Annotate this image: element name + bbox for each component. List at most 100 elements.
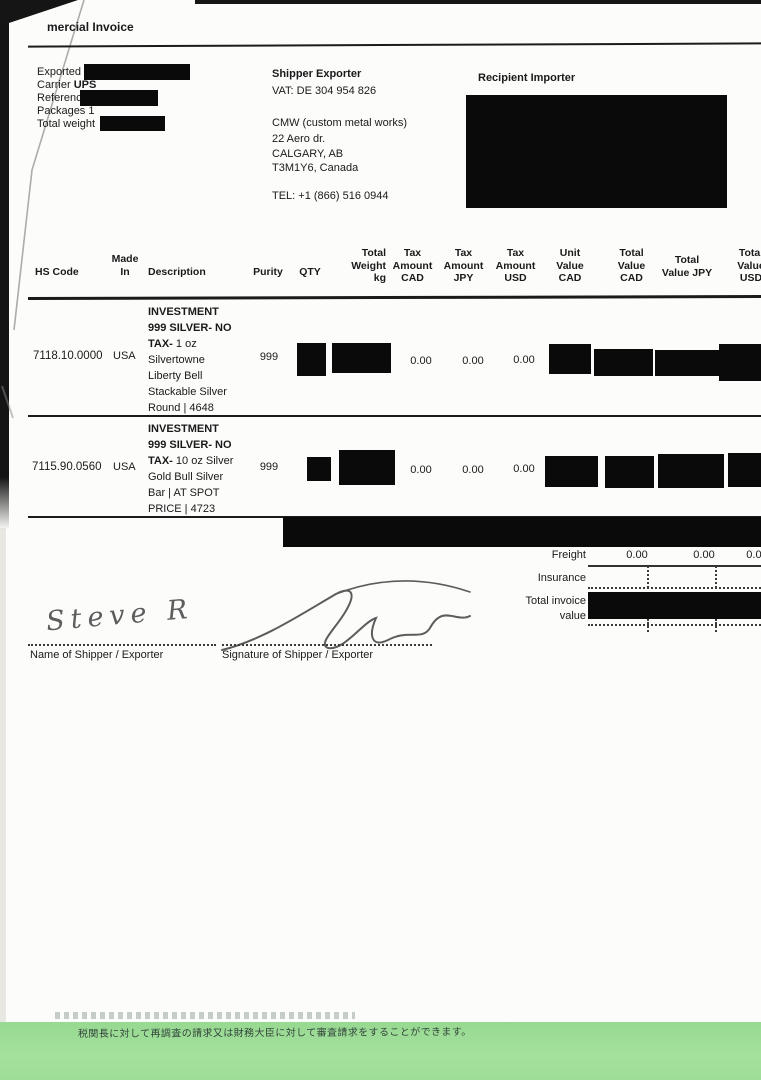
- row2-desc-line4: Gold Bull Silver: [148, 471, 224, 483]
- row2-desc-line3-rest: 10 oz Silver: [172, 455, 234, 467]
- row2-total-usd-redaction: [728, 453, 761, 487]
- row2-total-cad-redaction: [605, 456, 654, 488]
- row2-tax-cad: 0.00: [410, 464, 432, 476]
- row1-weight-redaction: [332, 343, 391, 373]
- row-divider: [28, 415, 761, 417]
- row2-desc-line1: INVESTMENT: [148, 423, 219, 435]
- freight-cad-value: 0.00: [626, 549, 648, 561]
- row1-total-jpy-redaction: [655, 350, 720, 376]
- col-header-tax-jpy: Tax Amount JPY: [443, 247, 484, 284]
- document-title: mercial Invoice: [47, 20, 134, 34]
- field-packages-value: 1: [88, 105, 95, 117]
- subtotal-redaction-bar: [283, 517, 761, 547]
- jp-customs-notice: 税関長に対して再調査の請求又は財務大臣に対して審査請求をすることができます。: [77, 1026, 472, 1041]
- shipper-heading: Shipper Exporter: [272, 68, 362, 80]
- row2-tax-jpy: 0.00: [462, 464, 484, 476]
- scan-left-edge-lower: [0, 528, 6, 1022]
- row1-desc-line3-bold: TAX-: [148, 338, 173, 350]
- shipper-tel: TEL: +1 (866) 516 0944: [272, 190, 389, 202]
- row1-total-usd-redaction: [719, 344, 761, 381]
- totals-column-divider: [715, 566, 717, 588]
- scan-top-edge: [195, 0, 761, 4]
- total-invoice-dotted-line: [588, 624, 761, 626]
- handwritten-shipper-name: Steve R: [44, 593, 195, 638]
- row1-unit-value-redaction: [549, 344, 591, 374]
- totals-column-divider: [647, 566, 649, 588]
- field-packages: Packages 1: [37, 105, 95, 118]
- row1-desc-line5: Liberty Bell: [148, 370, 203, 382]
- total-invoice-redaction: [588, 592, 761, 619]
- field-carrier-value: UPS: [73, 79, 97, 91]
- col-header-tax-usd: Tax Amount USD: [495, 247, 536, 284]
- row1-desc-line3: TAX- 1 oz: [148, 336, 270, 352]
- field-total-weight-label: Total weight: [37, 118, 96, 130]
- col-header-total-value-jpy: Total Value JPY: [661, 254, 713, 279]
- row2-desc-line3-bold: TAX-: [148, 455, 173, 467]
- row1-tax-usd: 0.00: [513, 354, 535, 366]
- reference-redaction: [80, 90, 158, 106]
- field-exported-label: Exported: [37, 66, 82, 78]
- field-packages-label: Packages: [37, 105, 86, 117]
- row2-origin: USA: [113, 461, 136, 473]
- row2-qty-redaction: [307, 457, 331, 481]
- table-bottom-rule: [28, 516, 761, 518]
- title-rule: [27, 42, 761, 48]
- shipper-address3: T3M1Y6, Canada: [272, 162, 359, 174]
- row1-desc-line7: Round | 4648: [148, 402, 214, 414]
- row2-total-jpy-redaction: [658, 454, 724, 488]
- col-header-qty: QTY: [299, 266, 321, 278]
- row2-unit-value-redaction: [545, 456, 598, 487]
- col-header-made-in: Made In: [111, 253, 139, 278]
- signature-of-shipper-label: Signature of Shipper / Exporter: [222, 649, 374, 661]
- shipper-address2: CALGARY, AB: [272, 148, 344, 160]
- row2-weight-redaction: [339, 450, 395, 485]
- row1-total-cad-redaction: [594, 349, 653, 376]
- recipient-redaction: [466, 95, 727, 208]
- col-header-tax-cad: Tax Amount CAD: [392, 247, 433, 284]
- shipper-vat: VAT: DE 304 954 826: [272, 85, 377, 97]
- row1-tax-jpy: 0.00: [462, 355, 484, 367]
- green-footer-strip: [0, 1022, 761, 1080]
- row1-origin: USA: [113, 350, 136, 362]
- col-header-description: Description: [148, 266, 206, 278]
- total-invoice-label: Total invoice value: [525, 595, 586, 622]
- row2-description: INVESTMENT 999 SILVER- NO TAX- 10 oz Sil…: [148, 421, 270, 517]
- row2-desc-line6: PRICE | 4723: [148, 503, 216, 515]
- scan-left-edge: [0, 0, 9, 530]
- freight-jpy-value: 0.00: [693, 549, 715, 561]
- name-signature-line: [28, 644, 216, 646]
- row2-desc-line3: TAX- 10 oz Silver: [148, 453, 270, 469]
- row2-hs-code: 7115.90.0560: [32, 461, 102, 473]
- row1-desc-line2: 999 SILVER- NO: [148, 322, 232, 334]
- shipper-company: CMW (custom metal works): [272, 117, 408, 129]
- scan-crease-lines: [1, 0, 85, 419]
- row2-desc-line2: 999 SILVER- NO: [148, 439, 232, 451]
- row2-desc-line5: Bar | AT SPOT: [148, 487, 220, 499]
- col-header-total-value-usd: Total Value USD: [737, 247, 761, 284]
- row1-tax-cad: 0.00: [410, 355, 432, 367]
- col-header-purity: Purity: [253, 266, 283, 278]
- exported-redaction: [84, 64, 190, 80]
- freight-label: Freight: [551, 549, 586, 561]
- col-header-hs-code: HS Code: [35, 266, 79, 278]
- row2-purity: 999: [259, 461, 279, 473]
- row1-desc-line4: Silvertowne: [148, 354, 205, 366]
- row1-purity: 999: [259, 351, 279, 363]
- col-header-unit-value-cad: Unit Value CAD: [556, 247, 584, 284]
- shipper-address1: 22 Aero dr.: [272, 133, 326, 145]
- col-header-total-weight: Total Weight kg: [351, 247, 386, 284]
- row1-desc-line1: INVESTMENT: [148, 306, 219, 318]
- field-carrier-label: Carrier: [37, 79, 71, 91]
- recipient-heading: Recipient Importer: [478, 72, 576, 84]
- row1-description: INVESTMENT 999 SILVER- NO TAX- 1 oz Silv…: [148, 304, 270, 416]
- field-reference-label: Reference: [37, 92, 88, 104]
- insurance-label: Insurance: [537, 572, 586, 584]
- insurance-dotted-line: [588, 587, 761, 589]
- shipper-signature-scribble: [221, 580, 471, 651]
- freight-underline: [588, 565, 761, 567]
- field-carrier: Carrier UPS: [37, 79, 96, 92]
- row1-desc-line6: Stackable Silver: [148, 386, 227, 398]
- table-header-rule: [27, 295, 761, 300]
- row2-tax-usd: 0.00: [513, 463, 535, 475]
